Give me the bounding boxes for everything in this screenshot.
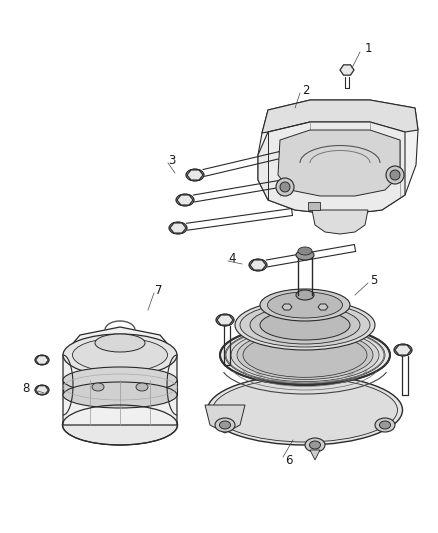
Ellipse shape: [298, 247, 312, 255]
Ellipse shape: [136, 383, 148, 391]
Ellipse shape: [216, 314, 234, 326]
Ellipse shape: [379, 421, 391, 429]
Polygon shape: [310, 450, 320, 460]
Text: 3: 3: [168, 154, 175, 166]
Text: 7: 7: [155, 284, 162, 296]
Polygon shape: [36, 356, 48, 364]
Polygon shape: [308, 202, 320, 210]
Ellipse shape: [386, 166, 404, 184]
Ellipse shape: [35, 355, 49, 365]
Ellipse shape: [219, 421, 230, 429]
Polygon shape: [217, 315, 233, 325]
Polygon shape: [318, 304, 328, 310]
Ellipse shape: [237, 330, 373, 379]
Ellipse shape: [250, 306, 360, 344]
Ellipse shape: [280, 182, 290, 192]
Polygon shape: [282, 304, 292, 310]
Ellipse shape: [186, 169, 204, 181]
Ellipse shape: [276, 178, 294, 196]
Ellipse shape: [260, 289, 350, 321]
Ellipse shape: [390, 170, 400, 180]
Ellipse shape: [305, 438, 325, 452]
Ellipse shape: [63, 334, 177, 376]
Ellipse shape: [249, 259, 267, 271]
Ellipse shape: [212, 378, 398, 442]
Ellipse shape: [231, 328, 379, 382]
Ellipse shape: [235, 300, 375, 350]
Text: 4: 4: [228, 252, 236, 264]
Ellipse shape: [63, 405, 177, 445]
Ellipse shape: [73, 338, 167, 372]
Text: 5: 5: [370, 273, 378, 287]
Ellipse shape: [208, 375, 403, 445]
Ellipse shape: [215, 418, 235, 432]
Polygon shape: [262, 100, 418, 133]
Text: 6: 6: [285, 454, 293, 466]
Ellipse shape: [296, 250, 314, 260]
Ellipse shape: [225, 326, 385, 384]
Polygon shape: [395, 345, 411, 355]
Text: 1: 1: [365, 42, 372, 54]
Ellipse shape: [176, 194, 194, 206]
Polygon shape: [187, 170, 203, 180]
Polygon shape: [312, 210, 368, 234]
Ellipse shape: [95, 334, 145, 352]
Ellipse shape: [92, 383, 104, 391]
Polygon shape: [250, 260, 266, 270]
Ellipse shape: [343, 67, 351, 74]
Polygon shape: [340, 65, 354, 75]
Ellipse shape: [394, 344, 412, 356]
Ellipse shape: [63, 367, 177, 393]
Ellipse shape: [375, 418, 395, 432]
Polygon shape: [170, 223, 186, 233]
Text: 2: 2: [302, 84, 310, 96]
Polygon shape: [63, 327, 177, 425]
Polygon shape: [177, 195, 193, 205]
Ellipse shape: [268, 292, 343, 318]
Ellipse shape: [240, 303, 370, 347]
Polygon shape: [36, 386, 48, 394]
Ellipse shape: [220, 325, 390, 385]
Ellipse shape: [243, 333, 367, 377]
Ellipse shape: [310, 441, 321, 449]
Text: 8: 8: [22, 382, 29, 394]
Polygon shape: [205, 405, 245, 433]
Polygon shape: [278, 130, 400, 196]
Ellipse shape: [260, 310, 350, 340]
Ellipse shape: [169, 222, 187, 234]
Ellipse shape: [35, 385, 49, 395]
Ellipse shape: [296, 290, 314, 300]
Polygon shape: [258, 122, 405, 215]
Polygon shape: [258, 100, 418, 215]
Polygon shape: [63, 380, 177, 395]
Ellipse shape: [63, 382, 177, 408]
